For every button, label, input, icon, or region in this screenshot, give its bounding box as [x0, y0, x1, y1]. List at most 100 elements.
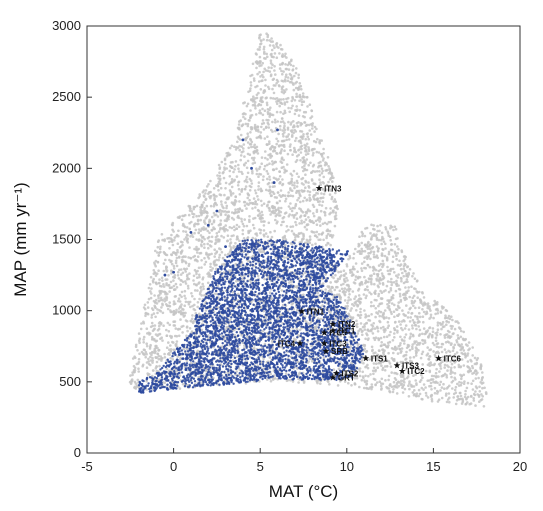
- scatter-point: [192, 213, 196, 216]
- scatter-point: [250, 140, 254, 144]
- scatter-point: [269, 59, 273, 62]
- scatter-point: [295, 92, 298, 96]
- scatter-point: [142, 338, 145, 341]
- scatter-point: [448, 384, 451, 388]
- scatter-point: [418, 311, 421, 315]
- scatter-point: [234, 200, 238, 203]
- scatter-point: [459, 335, 463, 339]
- scatter-point: [385, 365, 389, 368]
- scatter-point: [235, 280, 238, 283]
- scatter-point: [197, 214, 201, 218]
- scatter-point: [259, 60, 262, 63]
- scatter-point: [279, 189, 283, 192]
- scatter-point: [319, 382, 322, 385]
- scatter-point: [184, 319, 188, 322]
- scatter-point: [261, 119, 265, 122]
- scatter-point: [393, 225, 397, 228]
- scatter-point: [252, 197, 256, 200]
- scatter-point: [411, 274, 414, 278]
- scatter-point: [231, 166, 234, 169]
- scatter-point: [256, 152, 260, 155]
- scatter-point: [386, 345, 389, 349]
- scatter-point: [222, 227, 225, 231]
- scatter-point: [281, 182, 285, 186]
- scatter-point: [397, 273, 400, 276]
- scatter-point: [455, 340, 459, 344]
- scatter-point: [298, 99, 301, 103]
- scatter-point: [380, 242, 383, 246]
- scatter-point: [443, 325, 446, 328]
- scatter-point: [256, 195, 259, 198]
- scatter-point: [230, 226, 234, 230]
- scatter-point: [282, 126, 286, 130]
- scatter-point: [384, 289, 387, 292]
- scatter-point: [327, 180, 330, 184]
- scatter-point: [230, 185, 234, 189]
- scatter-point: [250, 182, 254, 185]
- scatter-point: [174, 327, 178, 330]
- scatter-point: [261, 178, 265, 182]
- scatter-point: [395, 392, 399, 395]
- scatter-point: [245, 104, 249, 108]
- scatter-point: [320, 192, 323, 195]
- scatter-point: [217, 189, 220, 192]
- scatter-point: [170, 223, 174, 226]
- scatter-point: [292, 216, 296, 219]
- scatter-point: [443, 336, 447, 339]
- scatter-point: [221, 171, 225, 175]
- scatter-point: [420, 397, 424, 401]
- scatter-point: [461, 398, 465, 402]
- scatter-point: [313, 188, 317, 191]
- scatter-point: [172, 302, 176, 306]
- scatter-point: [327, 165, 330, 168]
- scatter-point: [260, 79, 263, 83]
- scatter-point: [180, 268, 183, 271]
- scatter-point: [289, 188, 292, 192]
- scatter-point: [212, 226, 215, 229]
- scatter-point: [465, 398, 468, 401]
- scatter-point: [466, 352, 470, 355]
- scatter-point: [479, 367, 483, 371]
- scatter-point: [426, 329, 430, 332]
- scatter-point: [220, 234, 223, 238]
- scatter-point: [278, 124, 282, 128]
- scatter-point: [453, 343, 457, 347]
- scatter-point: [396, 352, 400, 355]
- scatter-point: [249, 116, 252, 120]
- scatter-point: [463, 353, 467, 356]
- scatter-point: [436, 324, 440, 327]
- scatter-point: [282, 91, 286, 95]
- scatter-point: [303, 164, 306, 167]
- scatter-point: [444, 394, 448, 397]
- scatter-point: [367, 314, 371, 318]
- scatter-point: [403, 387, 407, 391]
- scatter-point: [369, 237, 373, 241]
- scatter-point: [466, 360, 470, 363]
- scatter-point: [240, 188, 243, 192]
- scatter-point: [345, 265, 349, 268]
- scatter-point: [278, 128, 282, 131]
- scatter-point: [260, 125, 263, 129]
- scatter-point: [381, 382, 385, 386]
- scatter-point: [301, 176, 305, 180]
- scatter-point: [447, 392, 451, 395]
- scatter-point: [347, 312, 351, 316]
- scatter-point: [290, 174, 294, 177]
- scatter-point: [466, 381, 470, 385]
- scatter-point: [291, 153, 294, 156]
- scatter-point: [365, 386, 368, 390]
- scatter-point: [345, 288, 349, 292]
- scatter-point: [274, 208, 278, 212]
- scatter-point: [278, 84, 281, 88]
- scatter-point: [300, 100, 304, 104]
- scatter-point: [453, 327, 457, 331]
- scatter-point: [428, 305, 431, 308]
- scatter-point: [291, 104, 294, 108]
- scatter-point: [293, 125, 296, 128]
- scatter-point: [283, 54, 287, 58]
- scatter-point: [255, 96, 259, 100]
- scatter-point: [480, 378, 484, 382]
- scatter-point: [396, 331, 399, 334]
- scatter-point: [383, 254, 387, 258]
- scatter-point: [397, 247, 400, 251]
